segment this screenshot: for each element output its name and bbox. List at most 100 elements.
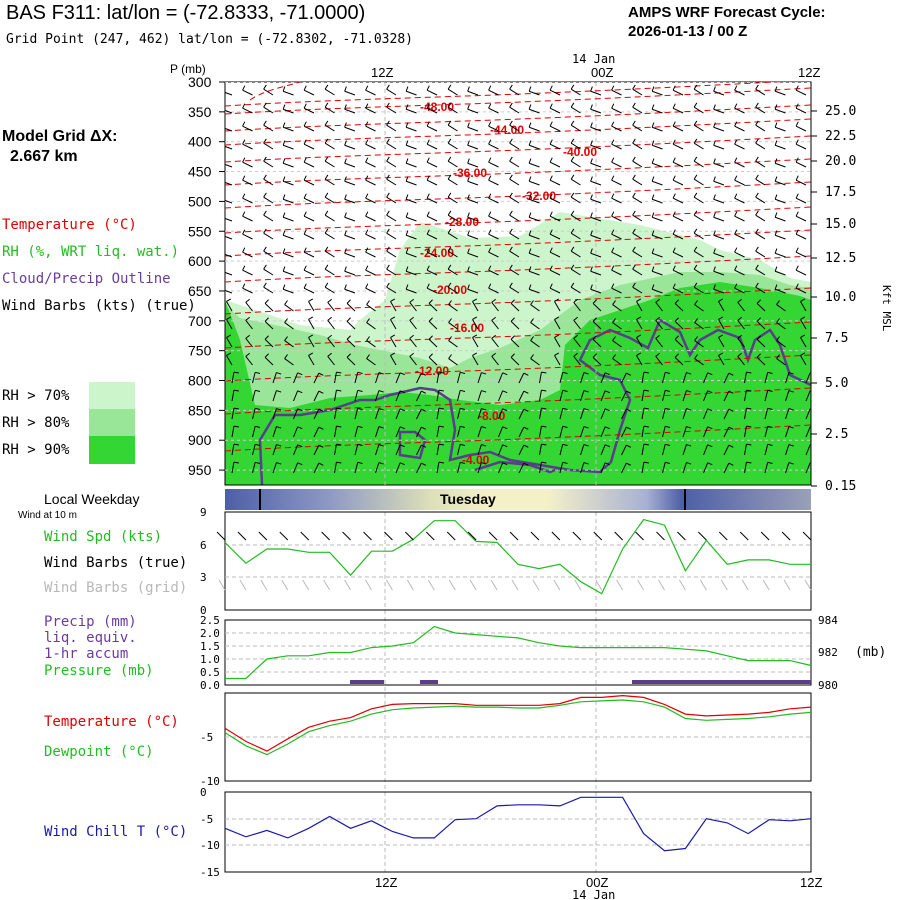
wind-barb-flag: [549, 175, 553, 181]
wind-barb: [510, 320, 520, 330]
wind-barb-flag: [386, 156, 390, 162]
wind-barb: [795, 89, 807, 96]
wind-barb-flag: [509, 174, 513, 180]
wind-barb: [488, 161, 499, 168]
wind-barb-flag: [491, 334, 496, 339]
wind-barb: [282, 126, 294, 132]
wind-barb-flag: [357, 407, 363, 411]
wind-barb-flag: [263, 228, 267, 234]
wind-barb-flag: [233, 425, 239, 428]
wind-barb: [488, 89, 499, 96]
isotherm-label: -44.00: [490, 123, 524, 137]
wind-barb-flag: [554, 298, 560, 302]
wind-barb-flag: [324, 102, 329, 108]
wind-barb: [703, 444, 709, 456]
wind-barb: [693, 268, 704, 276]
isotherm-line: [225, 135, 811, 163]
wind-barb: [457, 462, 461, 474]
wind-barb-flag: [713, 230, 716, 236]
wind-barb-flag: [318, 390, 324, 394]
wind-barb: [672, 215, 684, 222]
height-tick-label: 10.0: [825, 290, 856, 305]
wind-barb-flag: [774, 194, 778, 200]
wind-barb: [723, 444, 730, 456]
wind-barb: [570, 160, 581, 168]
wind-barb-flag: [611, 157, 615, 163]
wind-barb-flag: [651, 122, 655, 128]
wind-barb: [426, 233, 438, 240]
wind-barb-flag: [590, 86, 593, 92]
wind-barb-flag: [297, 462, 303, 466]
wind-barb: [549, 161, 561, 168]
wind-barb: [448, 304, 458, 312]
chill-panel-tick-label: -10: [200, 839, 220, 852]
height-tick-label: 0.15: [825, 479, 856, 494]
wind-barb-flag: [426, 175, 430, 181]
wind-barb: [632, 286, 643, 294]
wind-barb-flag: [421, 372, 427, 376]
wind-barb-flag: [255, 389, 261, 393]
wind-barb: [405, 144, 417, 150]
wind-barb: [737, 356, 745, 366]
wind-barb-flag: [651, 248, 655, 254]
wind-barb: [621, 390, 627, 402]
wind-barb-flag: [734, 229, 738, 235]
wind-barb-flag: [263, 210, 267, 216]
wind-barb-flag: [365, 175, 369, 181]
wind-barb: [405, 216, 417, 222]
wind-barb: [795, 125, 807, 132]
wind-barb-flag: [788, 426, 794, 429]
wind-barb-flag: [651, 104, 655, 110]
wind-barb-flag: [611, 265, 615, 271]
wind-barb-flag: [655, 298, 660, 303]
wind-barb-flag: [378, 390, 384, 393]
rh-legend-80-swatch: [89, 409, 135, 436]
wind-barb-flag: [409, 316, 414, 321]
surface-wind-barb: [467, 531, 477, 541]
wind-barb-flag: [713, 140, 716, 146]
rh-legend-90-label: RH > 90%: [2, 442, 70, 458]
wind-barb-flag: [693, 84, 698, 90]
wind-barb: [549, 197, 561, 204]
grid-wind-barb: [427, 579, 435, 591]
wind-barb: [600, 462, 606, 474]
wind-barb-flag: [222, 195, 224, 200]
wind-barb-flag: [509, 228, 513, 234]
wind-barb-flag: [263, 120, 267, 126]
wind-barb: [636, 319, 643, 330]
wind-barb-flag: [276, 408, 282, 411]
wind-barb: [590, 126, 602, 132]
wind-barb: [488, 233, 499, 240]
wind-barb-flag: [626, 462, 632, 466]
wind-barb-flag: [611, 283, 615, 289]
wind-barb: [641, 444, 645, 456]
wind-barb-flag: [263, 174, 267, 180]
surface-wind-barb: [321, 531, 330, 541]
wind-barb-flag: [481, 426, 487, 429]
wind-barb-flag: [502, 408, 508, 412]
wind-barb-flag: [488, 139, 492, 145]
wind-barb-flag: [245, 316, 250, 321]
pressure-unit-label: (mb): [855, 645, 886, 660]
wind-barb: [800, 301, 807, 312]
wind-barb-flag: [767, 425, 773, 429]
wind-barb: [611, 287, 622, 294]
height-tick-label: 22.5: [825, 129, 856, 144]
wind-barb-flag: [276, 462, 282, 465]
wind-barb: [805, 372, 811, 384]
surface-wind-barb: [216, 531, 226, 541]
wind-barb: [426, 179, 438, 186]
wind-barb: [744, 426, 747, 438]
precip-panel-tick-label: 2.0: [200, 627, 220, 640]
wind-barb: [776, 322, 786, 330]
wind-barb: [416, 426, 422, 438]
wind-barb-flag: [570, 174, 575, 180]
wind-barb-flag: [460, 371, 466, 375]
wind-barb-flag: [734, 265, 738, 271]
wind-barb: [755, 178, 766, 186]
wind-barb-flag: [672, 283, 676, 289]
wind-barb: [632, 196, 643, 204]
wind-barb-flag: [365, 85, 369, 91]
wind-barb-flag: [755, 246, 759, 252]
wind-barb: [366, 322, 376, 330]
